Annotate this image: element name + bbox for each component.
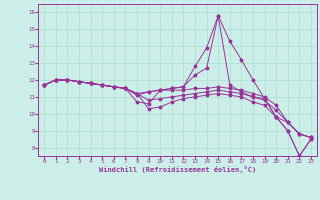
X-axis label: Windchill (Refroidissement éolien,°C): Windchill (Refroidissement éolien,°C) [99, 166, 256, 173]
